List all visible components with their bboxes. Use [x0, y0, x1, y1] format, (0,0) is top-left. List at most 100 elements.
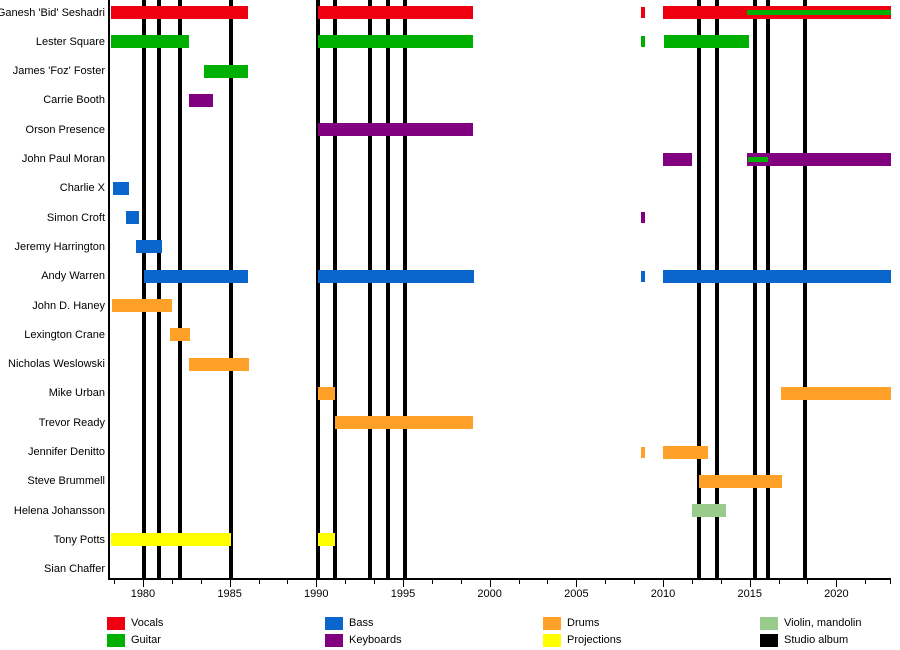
studio-album-line [752, 0, 757, 578]
axis-year-label: 2015 [737, 588, 762, 600]
studio-album-line [402, 0, 407, 578]
axis-minor-tick [547, 580, 549, 584]
axis-minor-tick [114, 580, 116, 584]
member-label: Jeremy Harrington [14, 240, 105, 253]
timeline-bar-projections [318, 533, 335, 547]
legend-swatch-violin-mandolin [760, 617, 778, 630]
axis-year-label: 2000 [477, 588, 502, 600]
axis-major-tick [402, 580, 404, 587]
axis-major-tick [229, 580, 231, 587]
axis-major-tick [576, 580, 578, 587]
timeline-bar-vocals [318, 6, 474, 19]
timeline-bar-drums [169, 328, 190, 342]
axis-minor-tick [634, 580, 636, 584]
axis-major-tick [142, 580, 144, 587]
timeline-bar-keyboards [318, 123, 474, 137]
axis-minor-tick [345, 580, 347, 584]
timeline-bar-drums [188, 357, 249, 371]
legend-label: Bass [349, 617, 374, 629]
studio-album-line [316, 0, 321, 578]
timeline-bar-drums [318, 386, 335, 400]
legend-label: Guitar [131, 634, 161, 646]
studio-album-line [765, 0, 770, 578]
legend-swatch-bass [325, 617, 343, 630]
member-label: John Paul Moran [21, 153, 105, 165]
member-label: Carrie Booth [43, 94, 105, 107]
y-axis-line [108, 0, 110, 578]
member-label: Tony Potts [53, 533, 105, 546]
timeline-bar-drums [641, 446, 645, 458]
axis-minor-tick [171, 580, 173, 584]
legend-swatch-guitar [107, 634, 125, 647]
timeline-bar-vocals [110, 6, 248, 19]
timeline-bar-drums [111, 299, 172, 312]
studio-album-line [714, 0, 719, 578]
member-label: Lester Square [35, 35, 105, 48]
timeline-bar-guitar [663, 35, 749, 49]
axis-minor-tick [460, 580, 462, 584]
legend-label: Keyboards [349, 634, 402, 646]
axis-major-tick [749, 580, 751, 587]
axis-year-label: 1980 [130, 588, 156, 600]
axis-minor-tick [807, 580, 809, 584]
studio-album-line [386, 0, 391, 578]
timeline-bar-drums [698, 474, 782, 488]
studio-album-line [332, 0, 337, 578]
member-label: Simon Croft [46, 211, 105, 224]
axis-year-label: 1995 [390, 588, 416, 600]
legend-swatch-drums [543, 617, 561, 630]
axis-minor-tick [778, 580, 780, 584]
timeline-bar-guitar [318, 35, 474, 49]
timeline-overlay-guitar [747, 10, 891, 15]
timeline-bar-drums [780, 386, 891, 400]
member-label: Orson Presence [25, 123, 105, 136]
timeline-bar-bass [318, 269, 475, 283]
timeline-bar-bass [136, 240, 162, 254]
axis-minor-tick [287, 580, 289, 584]
member-label: Trevor Ready [38, 416, 105, 429]
axis-minor-tick [865, 580, 867, 584]
axis-major-tick [663, 580, 665, 587]
x-axis-line [108, 578, 891, 580]
axis-minor-tick [374, 580, 376, 584]
legend-swatch-projections [543, 634, 561, 647]
member-label: Andy Warren [41, 270, 105, 283]
axis-major-tick [316, 580, 318, 587]
studio-album-line [368, 0, 373, 578]
legend-label: Drums [567, 617, 600, 629]
timeline-bar-keyboards [641, 212, 645, 224]
member-label: James 'Foz' Foster [12, 65, 105, 78]
axis-minor-tick [890, 580, 891, 584]
timeline-bar-violin [691, 504, 727, 518]
axis-year-label: 2010 [650, 588, 676, 600]
studio-album-line [178, 0, 183, 578]
legend-swatch-keyboards [325, 634, 343, 647]
studio-album-line [697, 0, 702, 578]
legend-label: Vocals [131, 617, 164, 629]
timeline-bar-keyboards [663, 152, 692, 166]
legend-swatch-studio-album [760, 634, 778, 647]
axis-minor-tick [518, 580, 520, 584]
axis-year-label: 1990 [304, 588, 329, 600]
studio-album-line [803, 0, 808, 578]
legend-label: Projections [567, 634, 622, 646]
timeline-bar-guitar [110, 35, 189, 49]
legend-label: Violin, mandolin [784, 617, 862, 629]
timeline-bar-drums [663, 445, 709, 459]
timeline-bar-bass [641, 270, 645, 282]
timeline-bar-guitar [641, 36, 645, 48]
timeline-bar-bass [113, 181, 130, 195]
legend-label: Studio album [784, 634, 849, 646]
studio-album-line [229, 0, 234, 578]
legend-swatch-vocals [107, 617, 125, 630]
axis-minor-tick [605, 580, 607, 584]
member-label: Steve Brummell [27, 475, 105, 488]
axis-year-label: 1985 [217, 588, 242, 600]
axis-minor-tick [691, 580, 693, 584]
member-label: Ganesh 'Bid' Seshadri [0, 6, 105, 19]
timeline-bar-vocals [641, 7, 645, 18]
member-label: Sian Chaffer [44, 563, 105, 576]
timeline-bar-projections [110, 533, 232, 547]
